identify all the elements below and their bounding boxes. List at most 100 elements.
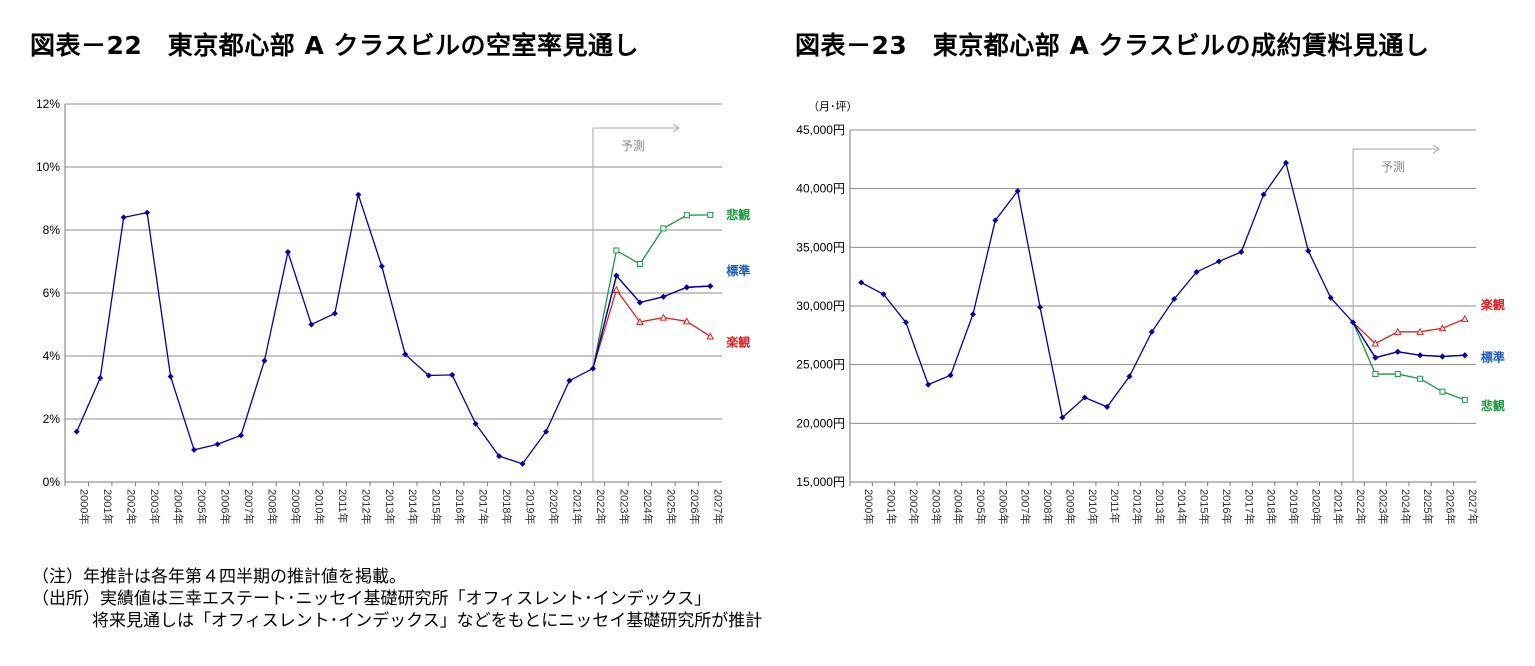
x-tick-label: 2008年 — [1041, 489, 1055, 524]
data-point — [472, 420, 479, 427]
x-tick-label: 2019年 — [1287, 489, 1301, 524]
data-point — [1037, 304, 1044, 311]
y-tick-label: 8% — [43, 223, 61, 237]
x-tick-label: 2004年 — [172, 489, 186, 524]
data-point — [191, 446, 198, 453]
x-tick-label: 2016年 — [453, 489, 467, 524]
note-line-2: （出所）実績値は三幸エステート･ニッセイ基礎研究所「オフィスレント･インデックス… — [32, 589, 712, 609]
note-line-3: 将来見通しは「オフィスレント･インデックス」などをもとにニッセイ基礎研究所が推計 — [92, 611, 763, 631]
x-tick-label: 2012年 — [359, 489, 373, 524]
data-point — [683, 212, 690, 219]
data-point — [284, 249, 291, 256]
y-tick-label: 10% — [36, 160, 60, 174]
data-point — [660, 225, 667, 232]
series-label: 悲観 — [1481, 398, 1505, 413]
data-point — [97, 375, 104, 382]
data-point — [1417, 352, 1424, 359]
x-tick-label: 2000年 — [862, 489, 876, 524]
series-line-悲観 — [1352, 322, 1466, 401]
x-tick-label: 2022年 — [1354, 489, 1368, 524]
x-tick-label: 2012年 — [1130, 489, 1144, 524]
series-line-楽観 — [592, 288, 711, 369]
data-point — [947, 372, 954, 379]
x-tick-label: 2013年 — [383, 489, 397, 524]
data-point — [902, 319, 909, 326]
data-point — [1327, 294, 1334, 301]
data-point — [1394, 348, 1401, 355]
x-tick-label: 2023年 — [1376, 489, 1390, 524]
data-point — [1461, 396, 1468, 403]
data-point — [73, 428, 80, 435]
data-point — [1439, 353, 1446, 360]
data-point — [992, 217, 999, 224]
x-tick-label: 2026年 — [688, 489, 702, 524]
data-point — [683, 284, 690, 291]
data-point — [1372, 371, 1379, 378]
x-tick-label: 2026年 — [1443, 489, 1457, 524]
data-point — [1460, 314, 1469, 322]
x-tick-label: 2003年 — [148, 489, 162, 524]
y-tick-label: 30,000円 — [796, 299, 845, 313]
y-tick-label: 12% — [36, 97, 60, 111]
forecast-arrow-head — [672, 123, 680, 133]
x-tick-label: 2025年 — [1421, 489, 1435, 524]
data-point — [308, 321, 315, 328]
x-tick-label: 2014年 — [406, 489, 420, 524]
data-point — [496, 453, 503, 460]
x-tick-label: 2024年 — [641, 489, 655, 524]
data-point — [1439, 388, 1446, 395]
data-point — [636, 261, 643, 268]
data-point — [167, 373, 174, 380]
series-line-楽観 — [1352, 318, 1466, 345]
x-tick-label: 2001年 — [101, 489, 115, 524]
series-label: 悲観 — [726, 207, 750, 222]
data-point — [659, 313, 668, 321]
x-tick-label: 2013年 — [1153, 489, 1167, 524]
data-point — [589, 365, 596, 372]
data-point — [1438, 324, 1447, 332]
data-point — [120, 214, 127, 221]
data-point — [355, 191, 362, 198]
y-tick-label: 35,000円 — [796, 240, 845, 254]
data-point — [1215, 258, 1222, 265]
x-tick-label: 2009年 — [1063, 489, 1077, 524]
data-point — [1014, 188, 1021, 195]
data-point — [925, 381, 932, 388]
series-label: 楽観 — [1481, 297, 1505, 312]
data-point — [543, 428, 550, 435]
y-tick-label: 25,000円 — [796, 358, 845, 372]
data-point — [425, 372, 432, 379]
x-tick-label: 2004年 — [952, 489, 966, 524]
x-tick-label: 2018年 — [1265, 489, 1279, 524]
x-tick-label: 2021年 — [570, 489, 584, 524]
data-point — [331, 310, 338, 317]
x-tick-label: 2015年 — [430, 489, 444, 524]
x-tick-label: 2007年 — [1019, 489, 1033, 524]
data-point — [969, 311, 976, 318]
data-point — [1350, 319, 1357, 326]
data-point — [378, 263, 385, 270]
x-tick-label: 2001年 — [885, 489, 899, 524]
series-line-actual — [860, 161, 1465, 419]
y-tick-label: 2% — [43, 412, 61, 426]
vacancy-rate-chart: 0% 2% 4% 6% 8% 10% 12% 2000年 2001年 2002年 2003年 2004… — [36, 97, 750, 524]
y-tick-label: 20,000円 — [796, 416, 845, 430]
data-point — [1394, 371, 1401, 378]
data-point — [237, 432, 244, 439]
data-point — [1104, 403, 1111, 410]
x-tick-label: 2010年 — [1086, 489, 1100, 524]
x-tick-label: 2017年 — [477, 489, 491, 524]
x-tick-label: 2006年 — [996, 489, 1010, 524]
data-point — [706, 332, 715, 340]
x-tick-label: 2027年 — [711, 489, 725, 524]
series-line-actual — [76, 192, 711, 465]
data-point — [1393, 327, 1402, 335]
data-point — [1126, 373, 1133, 380]
x-tick-label: 2017年 — [1242, 489, 1256, 524]
x-tick-label: 2011年 — [1108, 489, 1122, 524]
y-tick-label: 40,000円 — [796, 182, 845, 196]
x-tick-label: 2000年 — [78, 489, 92, 524]
series-line-悲観 — [592, 214, 711, 369]
y-tick-label: 15,000円 — [796, 475, 845, 489]
x-tick-label: 2015年 — [1198, 489, 1212, 524]
